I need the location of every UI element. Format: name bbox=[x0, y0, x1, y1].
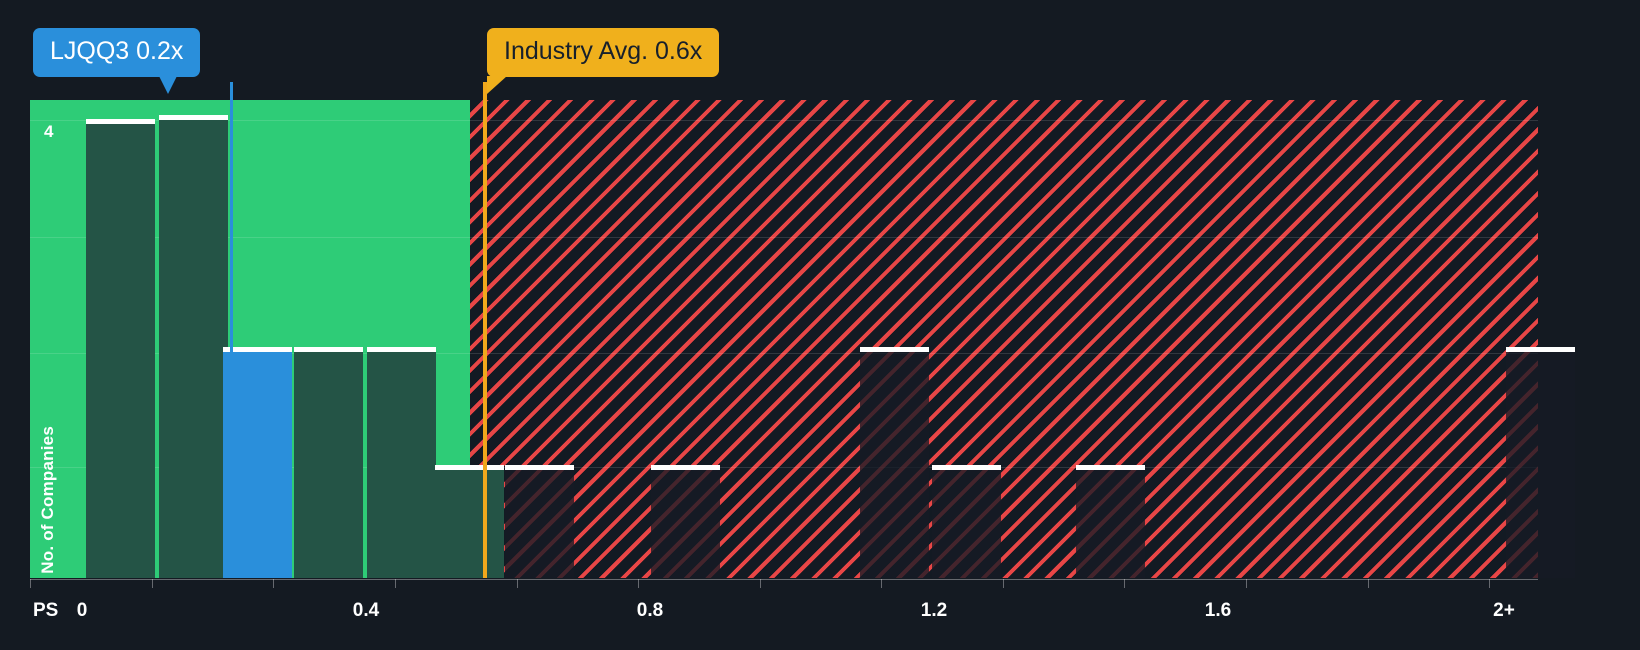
bar-cap bbox=[159, 115, 228, 120]
x-tick-label-2plus: 2+ bbox=[1493, 600, 1515, 621]
bar-cap bbox=[435, 465, 504, 470]
bar-2-highlight[interactable] bbox=[223, 347, 292, 578]
y-axis-title: No. of Companies bbox=[38, 426, 57, 574]
x-tick bbox=[638, 579, 639, 588]
gridline-4 bbox=[30, 120, 1538, 121]
x-tick bbox=[152, 579, 153, 588]
x-tick bbox=[1003, 579, 1004, 588]
marker-line-industry bbox=[483, 82, 487, 578]
bar-body bbox=[435, 470, 504, 578]
bar-6[interactable] bbox=[505, 465, 574, 578]
callout-tail-icon bbox=[159, 75, 178, 94]
bar-body bbox=[86, 124, 155, 578]
x-tick bbox=[273, 579, 274, 588]
x-axis-line bbox=[30, 579, 1538, 580]
x-tick-label-0: 0 bbox=[76, 600, 88, 621]
bar-8[interactable] bbox=[860, 347, 929, 578]
bar-cap bbox=[223, 347, 292, 352]
x-tick bbox=[1246, 579, 1247, 588]
x-tick-label-1-6: 1.6 bbox=[1204, 600, 1232, 621]
bar-cap bbox=[367, 347, 436, 352]
x-tick bbox=[881, 579, 882, 588]
bar-body bbox=[860, 352, 929, 578]
bar-10[interactable] bbox=[1076, 465, 1145, 578]
bar-1[interactable] bbox=[159, 115, 228, 578]
marker-line-company bbox=[230, 82, 233, 578]
callout-industry-label: Industry Avg. 0.6x bbox=[504, 37, 703, 65]
bar-cap bbox=[1506, 347, 1575, 352]
x-axis-prefix-label: PS bbox=[33, 600, 59, 621]
x-tick bbox=[1368, 579, 1369, 588]
y-axis-value-label: 4 bbox=[44, 122, 54, 141]
bar-cap bbox=[294, 347, 363, 352]
callout-industry[interactable]: Industry Avg. 0.6x bbox=[487, 28, 720, 94]
bar-body bbox=[367, 352, 436, 578]
callout-company-label: LJQQ3 0.2x bbox=[50, 37, 184, 65]
x-tick bbox=[1489, 579, 1490, 588]
x-tick bbox=[395, 579, 396, 588]
bar-body bbox=[159, 120, 228, 578]
bar-7[interactable] bbox=[651, 465, 720, 578]
x-tick-label-0-8: 0.8 bbox=[636, 600, 664, 621]
bar-cap bbox=[86, 119, 155, 124]
zone-overvalued bbox=[470, 100, 1538, 578]
x-tick bbox=[30, 579, 31, 588]
x-tick bbox=[760, 579, 761, 588]
bar-cap bbox=[932, 465, 1001, 470]
gridline-1 bbox=[30, 467, 1538, 468]
bar-cap bbox=[1076, 465, 1145, 470]
x-tick-label-1-2: 1.2 bbox=[920, 600, 948, 621]
bar-body bbox=[1506, 352, 1575, 578]
gridline-3 bbox=[30, 237, 1538, 238]
x-tick bbox=[517, 579, 518, 588]
bar-3[interactable] bbox=[294, 347, 363, 578]
bar-cap bbox=[505, 465, 574, 470]
x-tick bbox=[1124, 579, 1125, 588]
bar-body bbox=[223, 352, 292, 578]
x-tick-label-0-4: 0.4 bbox=[352, 600, 380, 621]
bar-body bbox=[1076, 470, 1145, 578]
bar-5[interactable] bbox=[435, 465, 504, 578]
callout-company[interactable]: LJQQ3 0.2x bbox=[33, 28, 201, 94]
bar-body bbox=[294, 352, 363, 578]
bar-body bbox=[505, 470, 574, 578]
bar-9[interactable] bbox=[932, 465, 1001, 578]
bar-cap bbox=[860, 347, 929, 352]
bar-body bbox=[651, 470, 720, 578]
bar-cap bbox=[651, 465, 720, 470]
bar-0[interactable] bbox=[86, 119, 155, 578]
bar-body bbox=[932, 470, 1001, 578]
gridline-2 bbox=[30, 353, 1538, 354]
plot-area: 4 No. of Companies bbox=[30, 100, 1575, 578]
bar-4[interactable] bbox=[367, 347, 436, 578]
callout-tail-icon bbox=[487, 75, 507, 94]
bar-11[interactable] bbox=[1506, 347, 1575, 578]
